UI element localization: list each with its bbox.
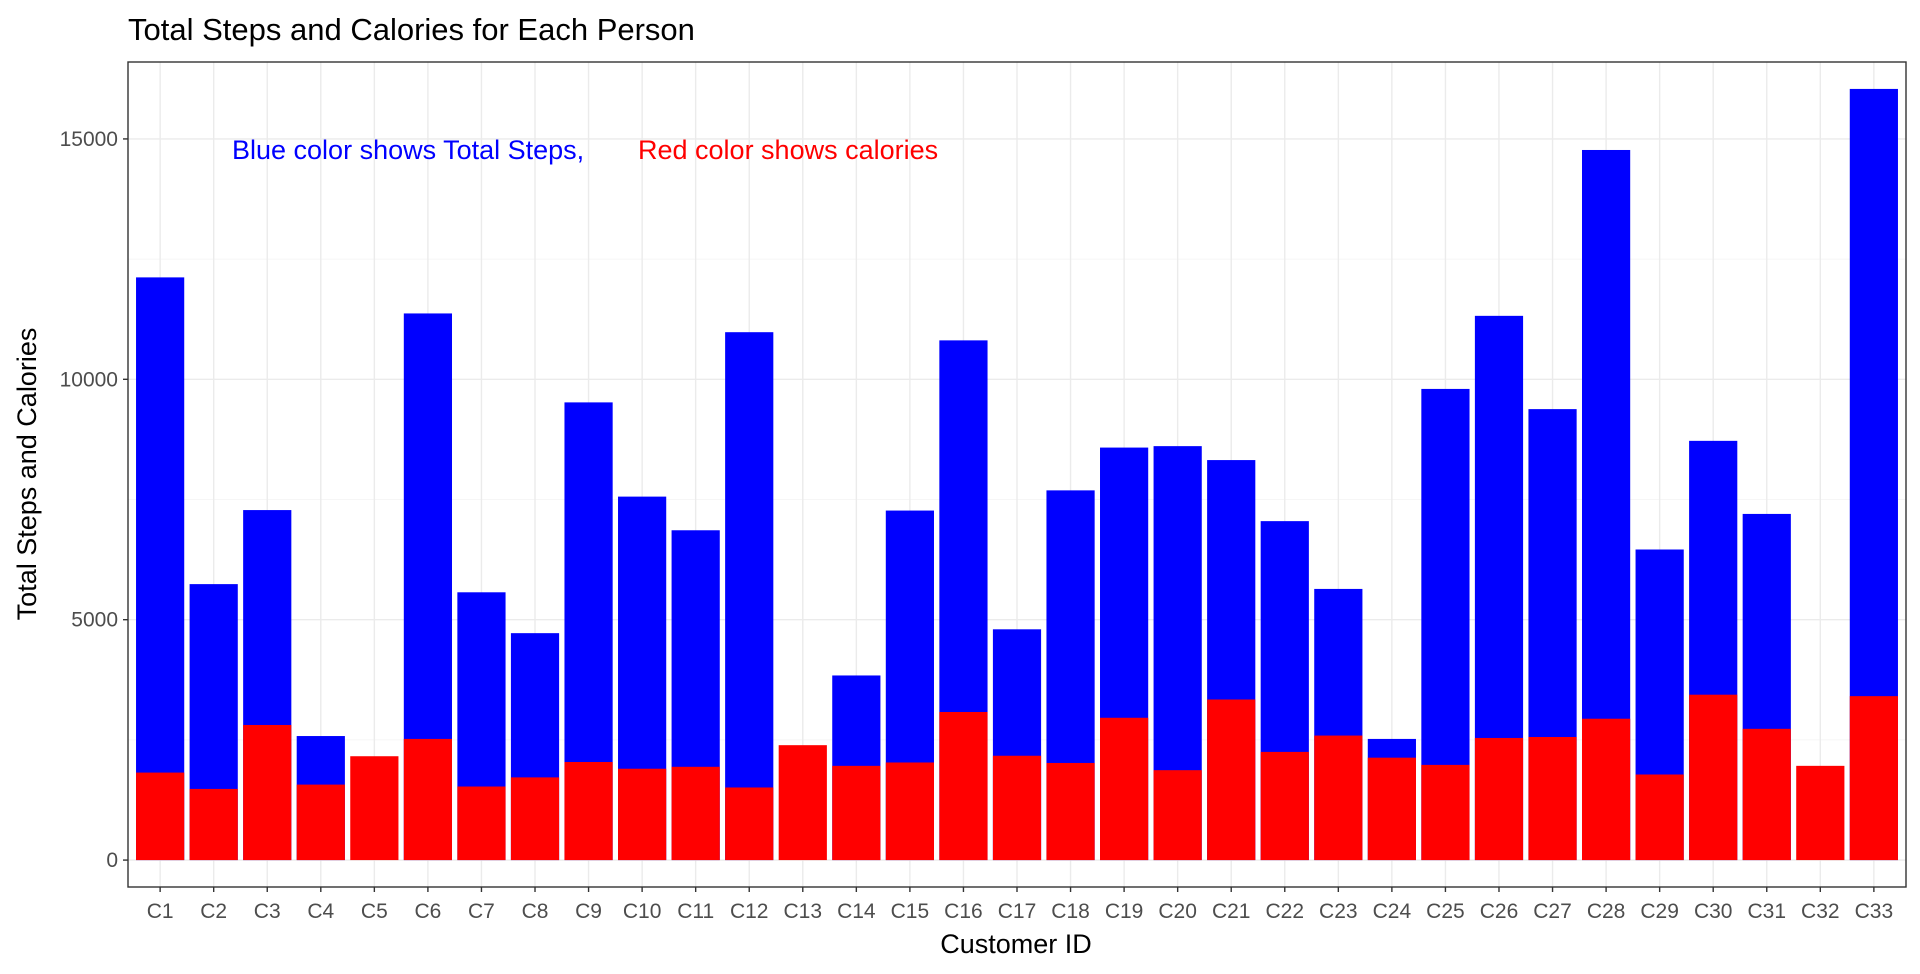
bar-calories-C3 — [243, 724, 292, 861]
x-tick-label: C19 — [1105, 900, 1144, 923]
x-tick-label: C14 — [837, 900, 876, 923]
bar-calories-C16 — [939, 712, 988, 861]
bar-calories-C30 — [1689, 694, 1738, 861]
x-tick-label: C29 — [1640, 900, 1679, 923]
x-tick-label: C5 — [361, 900, 388, 923]
x-tick-label: C32 — [1801, 900, 1840, 923]
bar-calories-C17 — [992, 755, 1042, 861]
x-tick-label: C25 — [1426, 900, 1465, 923]
x-tick-label: C11 — [677, 900, 714, 923]
bar-calories-C7 — [457, 786, 506, 861]
x-tick-label: C33 — [1855, 900, 1894, 923]
bar-calories-C12 — [725, 787, 774, 861]
bar-calories-C23 — [1314, 735, 1363, 861]
bar-calories-C25 — [1421, 764, 1470, 861]
y-tick-label: 5000 — [71, 609, 118, 632]
x-tick-label: C9 — [575, 900, 602, 923]
bar-calories-C26 — [1474, 737, 1524, 861]
x-tick-label: C4 — [307, 900, 334, 923]
x-tick-label: C6 — [414, 900, 441, 923]
bar-calories-C18 — [1046, 762, 1095, 861]
bar-calories-C31 — [1742, 728, 1791, 861]
x-tick-label: C28 — [1587, 900, 1626, 923]
x-tick-label: C31 — [1747, 900, 1786, 923]
y-tick-label: 15000 — [60, 128, 118, 151]
bar-calories-C21 — [1207, 699, 1256, 861]
x-tick-label: C10 — [623, 900, 662, 923]
bar-calories-C14 — [832, 765, 881, 861]
bar-calories-C32 — [1796, 765, 1845, 861]
bar-calories-C33 — [1849, 696, 1898, 861]
x-tick-label: C13 — [784, 900, 823, 923]
x-tick-label: C3 — [254, 900, 281, 923]
bar-calories-C4 — [296, 784, 345, 861]
bar-calories-C2 — [189, 788, 238, 861]
y-axis-ticks: 0 5000 10000 15000 — [60, 128, 128, 872]
bar-calories-C28 — [1581, 718, 1631, 861]
x-tick-label: C27 — [1533, 900, 1572, 923]
bar-calories-C15 — [885, 762, 934, 861]
y-axis-label: Total Steps and Calories — [12, 328, 42, 621]
x-tick-label: C8 — [522, 900, 549, 923]
bar-calories-C6 — [403, 738, 453, 861]
x-tick-label: C26 — [1480, 900, 1519, 923]
x-tick-label: C15 — [891, 900, 930, 923]
x-tick-label: C20 — [1158, 900, 1197, 923]
x-tick-label: C21 — [1212, 900, 1251, 923]
bar-total-steps-C12 — [725, 332, 774, 861]
bar-calories-C29 — [1635, 774, 1684, 861]
x-tick-label: C2 — [200, 900, 227, 923]
bar-calories-C8 — [510, 777, 560, 861]
x-tick-label: C12 — [730, 900, 769, 923]
bar-calories-C10 — [618, 768, 667, 861]
bar-calories-C11 — [671, 766, 720, 861]
bar-calories-C5 — [350, 756, 399, 861]
x-tick-label: C18 — [1051, 900, 1090, 923]
bars — [136, 88, 1898, 861]
x-tick-label: C7 — [468, 900, 495, 923]
annotation-total-steps: Blue color shows Total Steps, — [232, 135, 584, 165]
x-tick-label: C17 — [998, 900, 1037, 923]
x-tick-label: C16 — [944, 900, 983, 923]
x-tick-label: C24 — [1373, 900, 1412, 923]
x-axis-label: Customer ID — [940, 929, 1092, 959]
x-tick-label: C23 — [1319, 900, 1358, 923]
bar-calories-C27 — [1528, 737, 1577, 861]
x-tick-label: C22 — [1266, 900, 1305, 923]
bar-calories-C20 — [1153, 770, 1202, 861]
bar-calories-C22 — [1260, 751, 1309, 861]
bar-calories-C24 — [1367, 757, 1416, 861]
bar-calories-C19 — [1100, 717, 1149, 861]
x-tick-label: C1 — [147, 900, 174, 923]
chart-title: Total Steps and Calories for Each Person — [128, 12, 695, 47]
y-tick-label: 10000 — [60, 368, 118, 391]
x-axis-ticks: C1 C2 C3 C4 C5 C6 C7 C8 C9 C10 C11 C12 C13 C14 C15 C16 C… — [147, 887, 1893, 923]
bar-calories-C9 — [564, 762, 613, 861]
x-tick-label: C30 — [1694, 900, 1733, 923]
bar-calories-C13 — [778, 745, 827, 861]
y-tick-label: 0 — [106, 849, 118, 872]
bar-total-steps-C1 — [136, 277, 185, 861]
bar-calories-C1 — [136, 772, 185, 861]
annotation-calories: Red color shows calories — [638, 135, 938, 165]
